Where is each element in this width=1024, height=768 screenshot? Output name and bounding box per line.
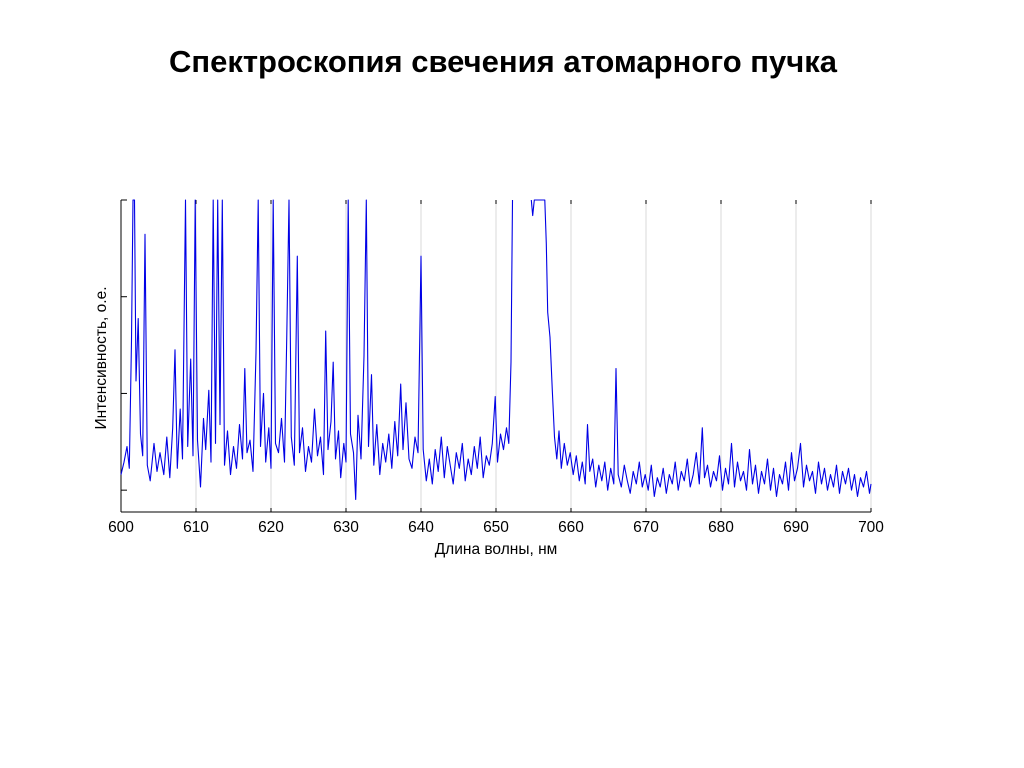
x-tick-label: 660 — [558, 519, 584, 536]
x-tick-label: 620 — [258, 519, 284, 536]
x-tick-label: 670 — [633, 519, 659, 536]
x-tick-label: 700 — [858, 519, 884, 536]
x-tick-label: 610 — [183, 519, 209, 536]
series-line — [530, 199, 872, 497]
x-tick-label: 650 — [483, 519, 509, 536]
slide-title: Спектроскопия свечения атомарного пучка — [168, 44, 838, 79]
x-tick-label: 690 — [783, 519, 809, 536]
x-tick-label: 630 — [333, 519, 359, 536]
grid-lines — [195, 200, 872, 512]
axes — [120, 199, 872, 513]
x-tick-label: 600 — [108, 519, 134, 536]
x-axis-title: Длина волны, нм — [435, 541, 558, 558]
tick-labels: 600 610 620 630 640 650 660 670 680 690 700 — [108, 519, 884, 536]
series-line — [120, 199, 514, 501]
y-axis-title: Интенсивность, о.е. — [93, 286, 110, 429]
x-tick-label: 640 — [408, 519, 434, 536]
x-tick-label: 680 — [708, 519, 734, 536]
series-layer — [120, 199, 872, 501]
